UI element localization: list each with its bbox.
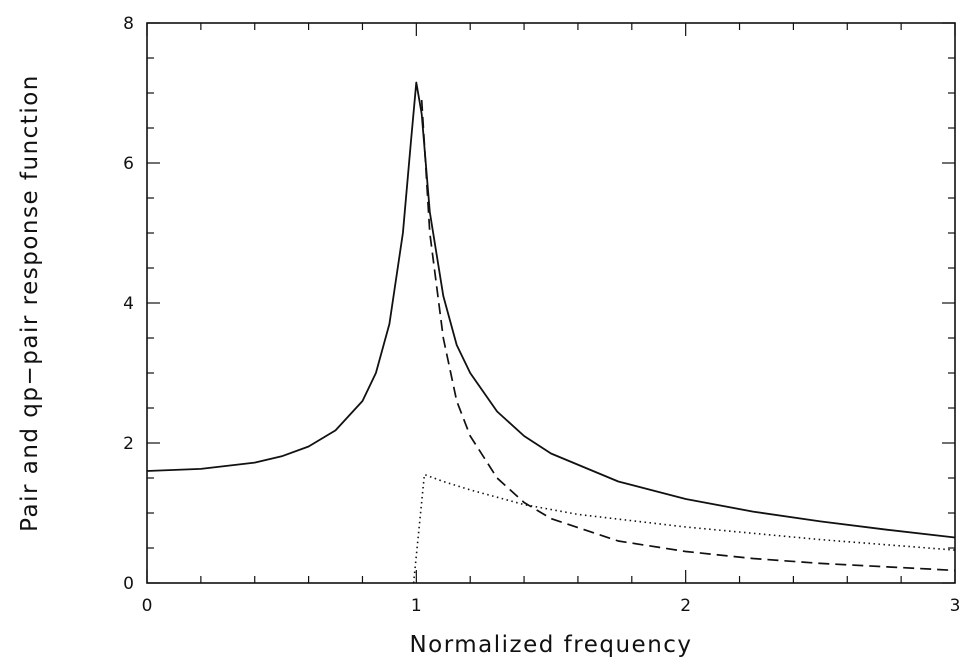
y-tick-labels: 0 2 4 6 8	[123, 14, 134, 594]
x-tick-label: 3	[950, 596, 961, 616]
solid-series-line	[146, 81, 956, 539]
y-tick-label: 8	[123, 14, 134, 34]
plot-frame	[146, 22, 956, 584]
axis-ticks	[146, 22, 956, 584]
y-tick-label: 4	[123, 294, 134, 314]
x-axis-title: Normalized frequency	[409, 632, 692, 658]
x-tick-label: 1	[411, 596, 422, 616]
x-tick-labels: 0 1 2 3	[142, 596, 961, 616]
dashed-series-line	[420, 99, 956, 572]
y-tick-label: 6	[123, 154, 134, 174]
y-tick-label: 0	[123, 574, 134, 594]
y-axis-title: Pair and qp−pair response function	[17, 74, 43, 532]
data-lines	[146, 81, 956, 584]
y-tick-label: 2	[123, 434, 134, 454]
x-tick-label: 0	[142, 596, 153, 616]
x-tick-label: 2	[680, 596, 691, 616]
dotted-series-line	[412, 473, 956, 584]
